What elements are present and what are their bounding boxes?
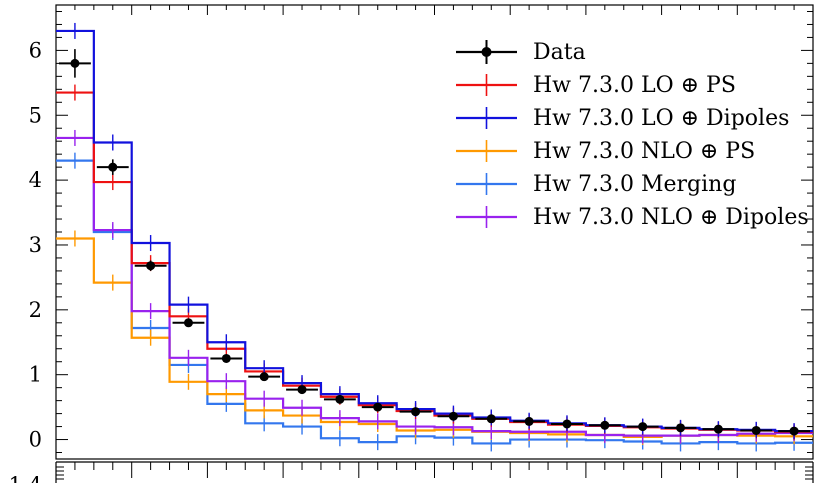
data-point [713, 424, 723, 434]
legend-label: Hw 7.3.0 LO ⊕ Dipoles [533, 106, 789, 131]
y-tick-label: 3 [29, 233, 42, 257]
legend-item: Hw 7.3.0 NLO ⊕ PS [456, 139, 755, 164]
legend-label: Hw 7.3.0 NLO ⊕ Dipoles [533, 205, 809, 230]
data-point [562, 419, 572, 429]
data-point [259, 372, 269, 382]
data-point [486, 414, 496, 424]
data-point [789, 426, 799, 436]
data-point [183, 318, 193, 328]
data-point [600, 420, 610, 430]
data-point [676, 423, 686, 433]
data-point [751, 425, 761, 435]
y-tick-label: 5 [29, 103, 42, 127]
legend-label: Hw 7.3.0 LO ⊕ PS [533, 73, 736, 98]
legend-item: Hw 7.3.0 LO ⊕ Dipoles [456, 106, 789, 131]
legend-label: Hw 7.3.0 Merging [533, 172, 736, 197]
data-point [335, 394, 345, 404]
data-point [146, 261, 156, 271]
legend-label: Hw 7.3.0 NLO ⊕ PS [533, 139, 755, 164]
data-point [221, 353, 231, 363]
y-tick-label: 2 [29, 298, 42, 322]
data-point [70, 58, 80, 68]
ratio-y-tick-label: 1.4 [9, 473, 42, 483]
y-tick-label: 6 [29, 38, 42, 62]
data-point [297, 385, 307, 395]
series-0 [59, 49, 810, 436]
y-tick-label: 0 [29, 428, 42, 452]
data-point [524, 416, 534, 426]
data-point [448, 411, 458, 421]
data-point [373, 402, 383, 412]
legend-label: Data [533, 40, 586, 65]
series-line [56, 159, 813, 445]
legend-item: Hw 7.3.0 LO ⊕ PS [456, 73, 736, 98]
data-point [108, 162, 118, 172]
legend-marker [481, 47, 492, 57]
legend-item: Data [456, 40, 586, 65]
legend-item: Hw 7.3.0 Merging [456, 172, 736, 197]
y-tick-label: 4 [29, 168, 42, 192]
data-point [411, 407, 421, 417]
legend-item: Hw 7.3.0 NLO ⊕ Dipoles [456, 205, 809, 230]
y-tick-label: 1 [29, 363, 42, 387]
data-point [638, 422, 648, 432]
